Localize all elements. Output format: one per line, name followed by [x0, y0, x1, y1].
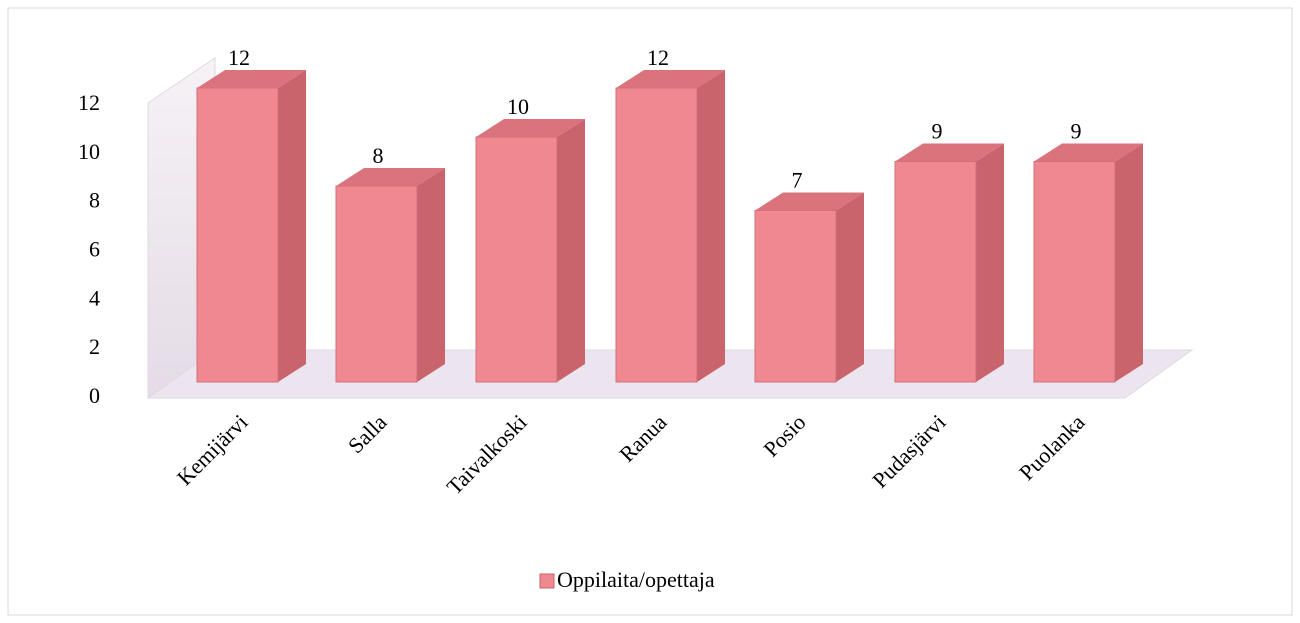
- bar: [894, 161, 977, 383]
- y-tick-label: 0: [89, 383, 100, 408]
- y-tick-label: 2: [89, 334, 100, 359]
- bar: [754, 210, 837, 383]
- bar-side: [976, 143, 1004, 382]
- bar: [1033, 161, 1116, 383]
- legend-label: Oppilaita/opettaja: [557, 567, 715, 592]
- data-label: 8: [373, 143, 384, 168]
- data-label: 10: [507, 94, 529, 119]
- bar-top: [336, 168, 445, 186]
- legend-swatch: [539, 573, 555, 589]
- bar-top: [755, 192, 864, 211]
- bar-top: [1034, 143, 1143, 162]
- bar-side: [278, 70, 306, 382]
- bar-top: [895, 143, 1004, 162]
- y-tick-label: 10: [78, 139, 100, 164]
- bar-side: [1115, 143, 1143, 382]
- data-label: 9: [932, 119, 943, 144]
- bar-top: [476, 119, 585, 137]
- bar: [615, 87, 698, 383]
- bar-top: [197, 70, 306, 88]
- y-tick-label: 6: [89, 237, 100, 262]
- y-tick-label: 8: [89, 188, 100, 213]
- data-label: 7: [792, 168, 803, 193]
- y-tick-label: 12: [78, 90, 100, 115]
- data-label: 9: [1071, 119, 1082, 144]
- bar: [475, 136, 558, 383]
- bar: [196, 87, 279, 383]
- data-label: 12: [647, 45, 669, 70]
- data-label: 12: [228, 45, 250, 70]
- bar: [335, 185, 418, 383]
- bar-side: [557, 119, 585, 382]
- bar-side: [836, 192, 864, 382]
- bar-side: [417, 168, 445, 382]
- bar-side: [697, 70, 725, 382]
- y-tick-label: 4: [89, 285, 100, 310]
- bar-top: [616, 70, 725, 88]
